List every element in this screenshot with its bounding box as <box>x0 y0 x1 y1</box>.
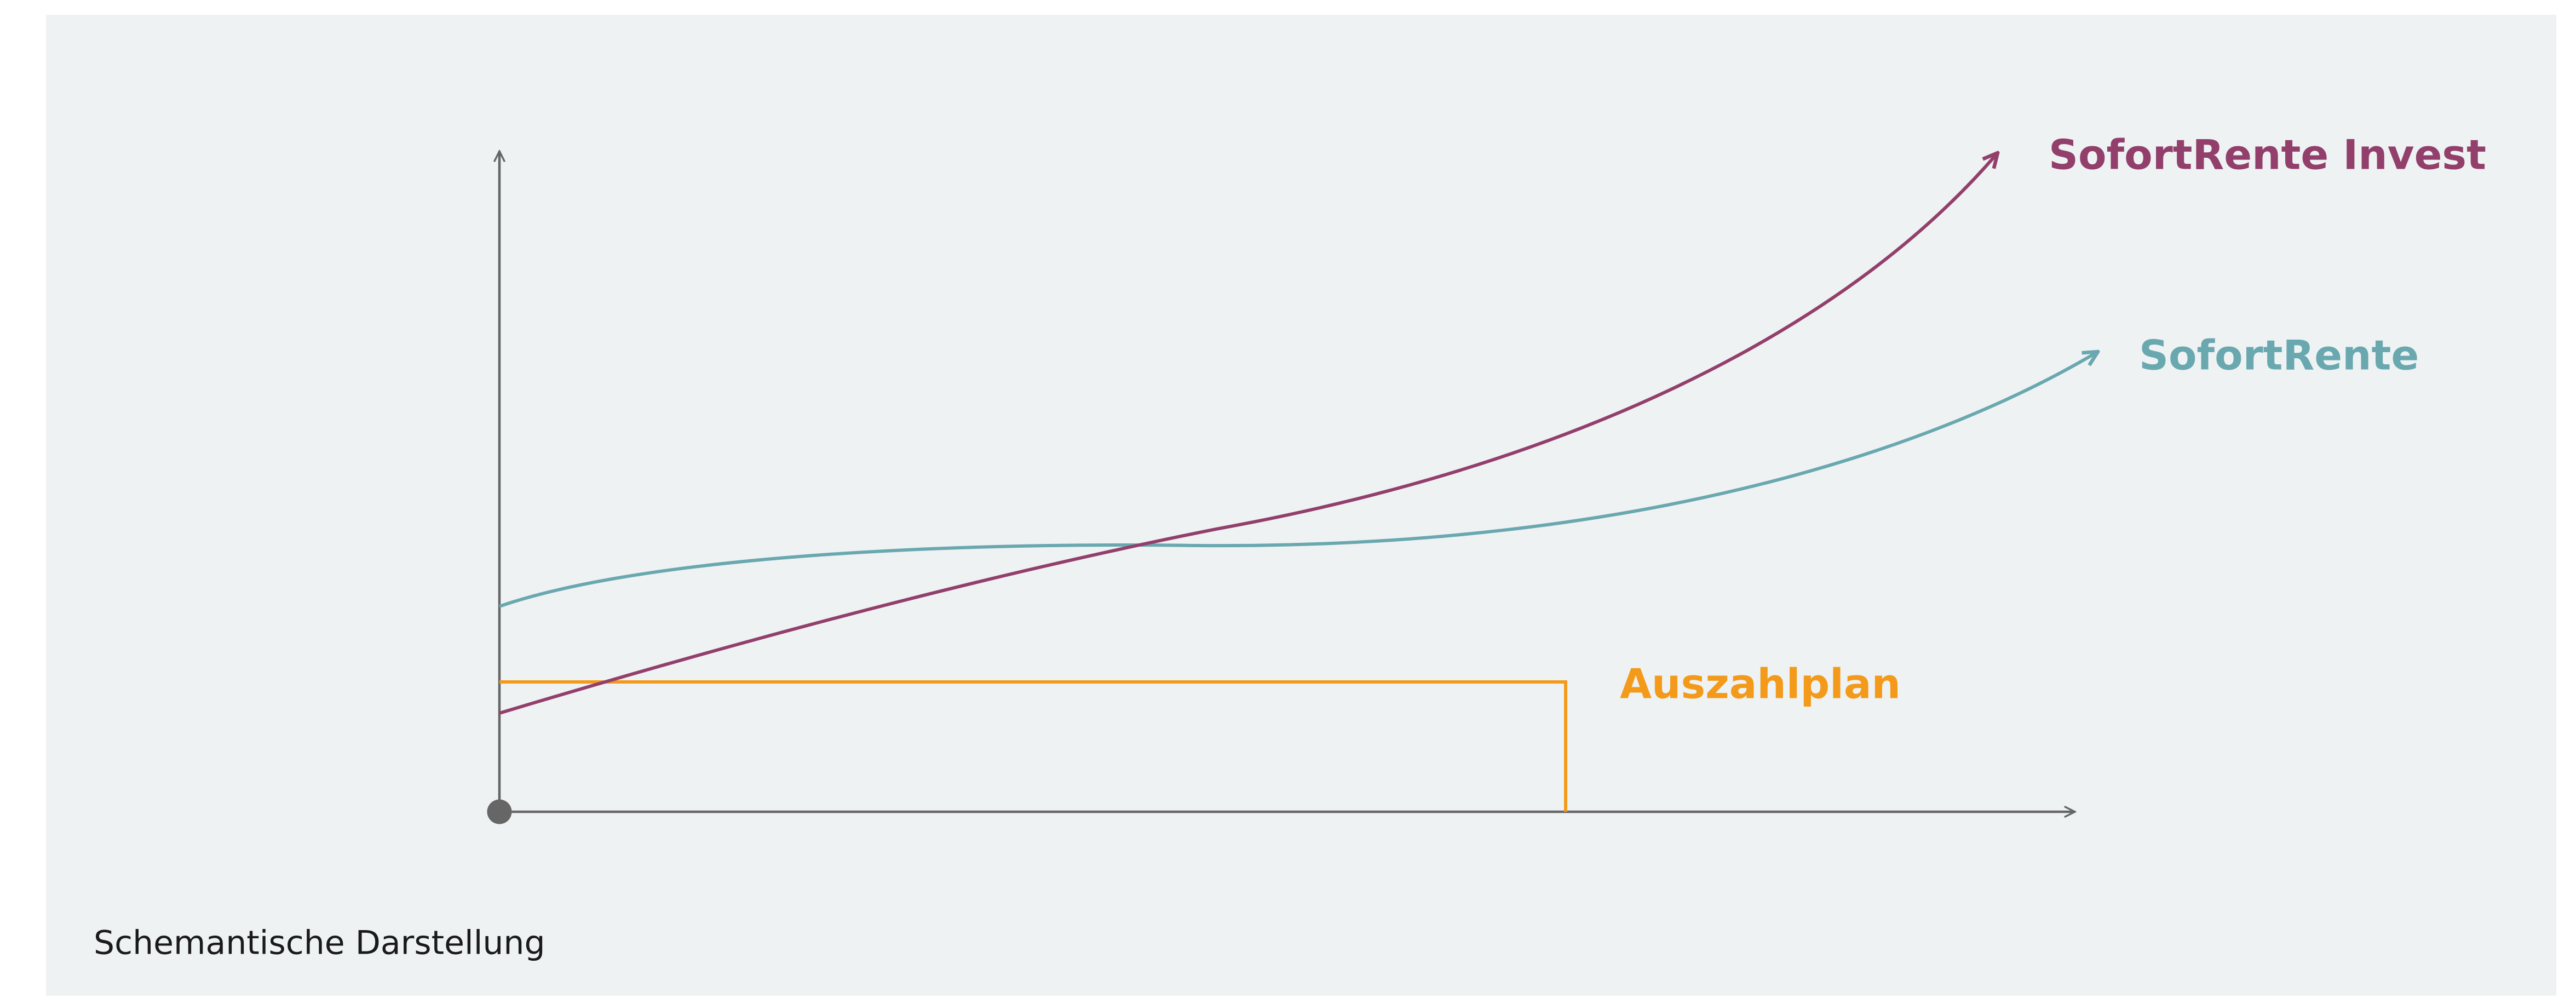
auszahlplan-curve <box>499 680 1567 812</box>
sofortrente-curve <box>499 352 2098 608</box>
curve-label: Auszahlplan <box>1620 660 1901 708</box>
curve-label: SofortRente Invest <box>2049 131 2486 179</box>
panel <box>46 15 2556 996</box>
origin-dot <box>487 799 512 824</box>
curve-label: SofortRente <box>2139 331 2419 380</box>
caption: Schemantische Darstellung <box>94 924 545 962</box>
sofortrente-invest-curve <box>499 153 1998 715</box>
